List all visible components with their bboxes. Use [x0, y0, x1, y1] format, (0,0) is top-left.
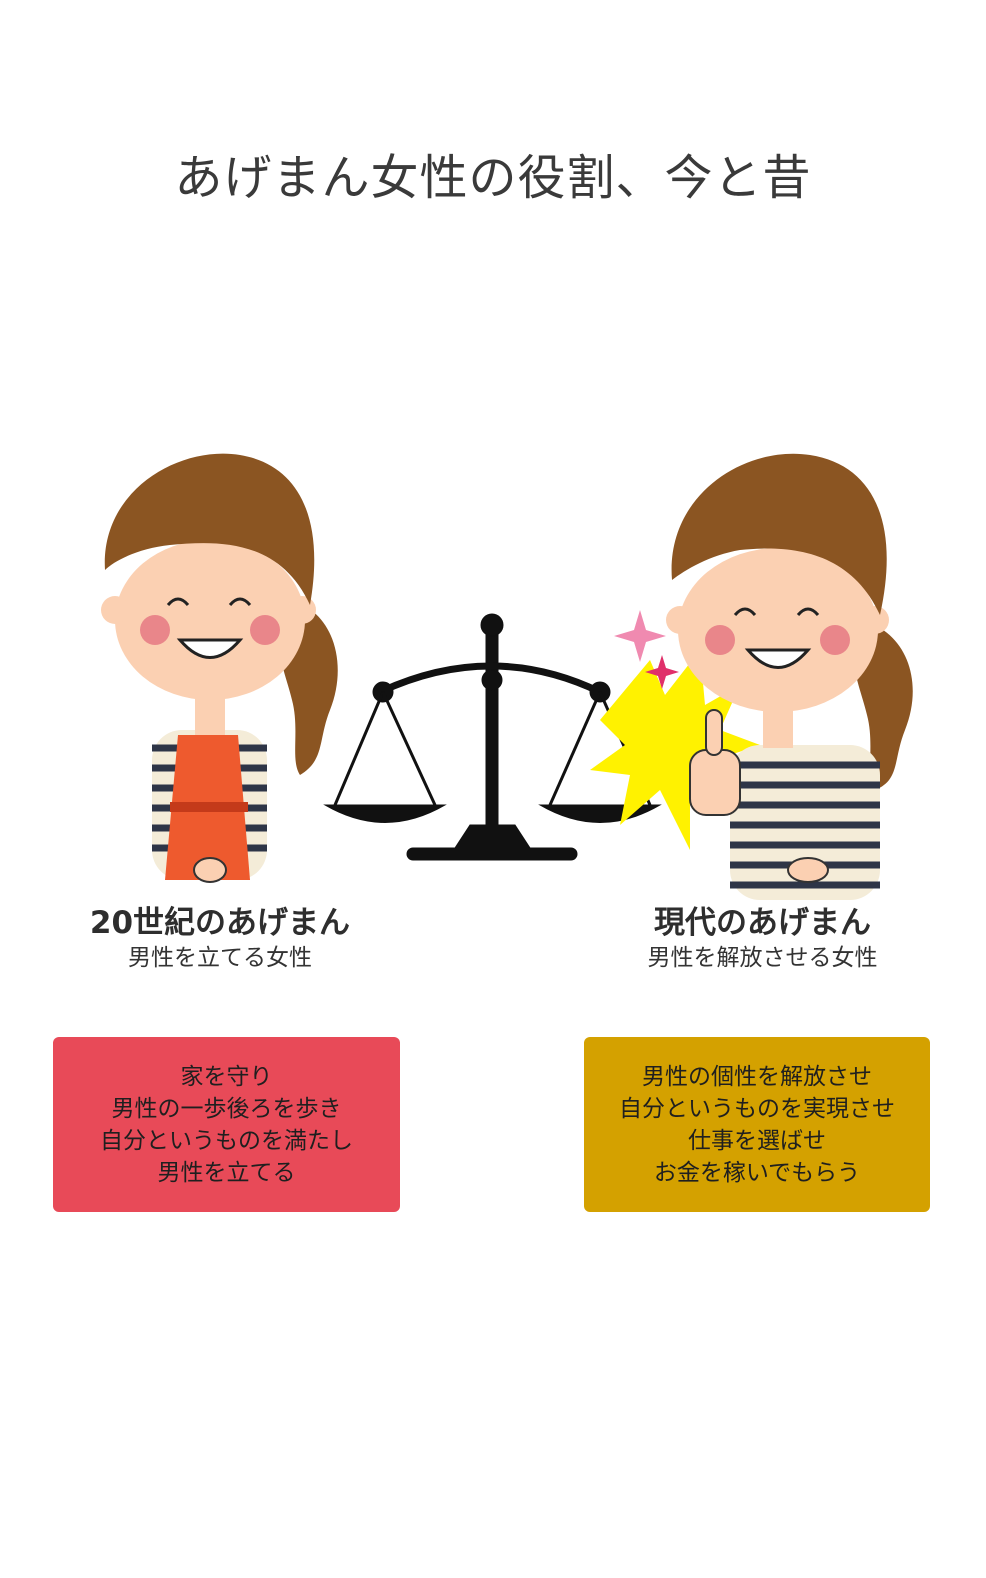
right-line: 仕事を選ばせ: [688, 1127, 826, 1154]
woman-apron-icon: [101, 453, 338, 883]
balance-scale-icon: [323, 613, 662, 861]
left-caption: 20世紀のあげまん 男性を立てる女性: [60, 904, 380, 974]
right-line: 男性の個性を解放させ: [642, 1063, 872, 1090]
right-line: 自分というものを実現させ: [619, 1095, 895, 1122]
left-description-box: 家を守り 男性の一歩後ろを歩き 自分というものを満たし 男性を立てる: [53, 1037, 400, 1212]
left-heading: 20世紀のあげまん: [89, 905, 351, 941]
left-line: 男性を立てる: [157, 1159, 296, 1186]
right-subheading: 男性を解放させる女性: [647, 945, 878, 971]
left-line: 自分というものを満たし: [100, 1127, 353, 1154]
left-line: 男性の一歩後ろを歩き: [111, 1095, 342, 1122]
illustration: [101, 453, 913, 900]
right-heading: 現代のあげまん: [654, 905, 871, 941]
page-title: あげまん女性の役割、今と昔: [174, 150, 812, 206]
right-description-box: 男性の個性を解放させ 自分というものを実現させ 仕事を選ばせ お金を稼いでもらう: [584, 1037, 930, 1212]
woman-thumbs-up-icon: [590, 453, 913, 900]
left-subheading: 男性を立てる女性: [128, 945, 312, 971]
right-line: お金を稼いでもらう: [653, 1159, 861, 1186]
left-line: 家を守り: [180, 1063, 273, 1090]
right-caption: 現代のあげまん 男性を解放させる女性: [600, 904, 925, 974]
